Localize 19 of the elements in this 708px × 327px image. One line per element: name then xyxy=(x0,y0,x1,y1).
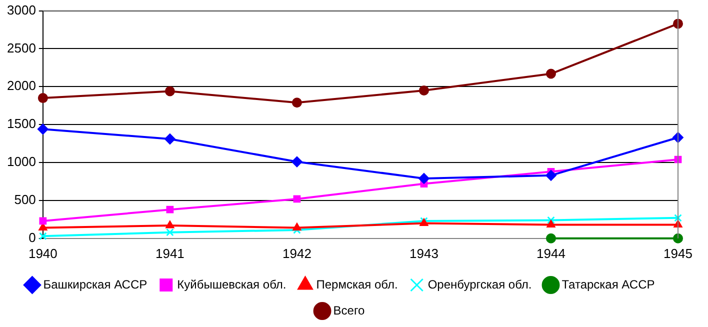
y-tick-label: 1000 xyxy=(7,154,36,170)
legend-label: Всего xyxy=(333,303,366,318)
x-tick-label: 1941 xyxy=(155,246,184,261)
y-tick-label: 500 xyxy=(14,192,36,208)
y-tick-label: 1500 xyxy=(7,116,36,132)
x-tick-label: 1944 xyxy=(536,246,566,261)
y-tick-label: 0 xyxy=(28,230,36,245)
legend-label: Оренбургская обл. xyxy=(428,277,532,292)
x-tick-label: 1940 xyxy=(28,246,58,261)
legend-label: Татарская АССР xyxy=(562,277,655,292)
y-tick-label: 3000 xyxy=(7,2,36,18)
x-tick-label: 1943 xyxy=(410,246,438,261)
y-tick-label: 2500 xyxy=(7,40,36,56)
legend-label: Пермская обл. xyxy=(316,277,398,292)
legend-label: Башкирская АССР xyxy=(43,277,148,292)
legend-label: Куйбышевская обл. xyxy=(177,277,286,292)
y-tick-label: 2000 xyxy=(7,78,36,94)
x-tick-label: 1942 xyxy=(282,246,312,261)
x-tick-label: 1945 xyxy=(664,246,692,261)
